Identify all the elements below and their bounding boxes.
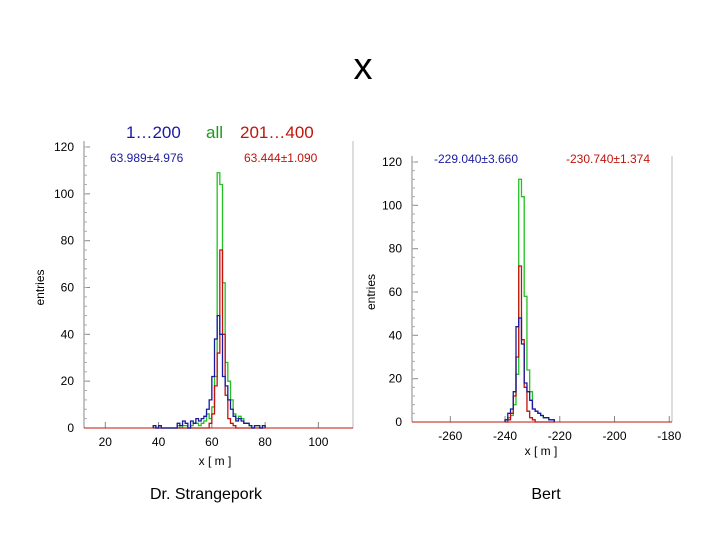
legend-label-all: all	[206, 123, 224, 142]
x-tick-label: 60	[205, 435, 219, 449]
y-tick-label: 120	[54, 140, 74, 154]
y-tick-label: 0	[67, 421, 74, 435]
histogram-series	[152, 314, 266, 429]
y-tick-label: 120	[382, 155, 402, 169]
x-axis-label: x [ m ]	[199, 454, 232, 468]
histogram-series	[504, 178, 555, 422]
y-tick-label: 80	[389, 242, 403, 256]
caption-right: Bert	[531, 486, 561, 503]
y-tick-label: 20	[61, 374, 75, 388]
x-tick-label: 20	[99, 435, 113, 449]
x-tick-label: 80	[258, 435, 272, 449]
legend-label-201-400: 201…400	[240, 123, 314, 142]
stat-annotation: 63.444±1.090	[244, 151, 318, 165]
caption-left: Dr. Strangepork	[149, 486, 263, 503]
stat-annotation: 63.989±4.976	[110, 151, 184, 165]
y-axis-label: entries	[364, 274, 378, 310]
x-tick-label: -200	[603, 429, 627, 443]
legend-label-1-200: 1…200	[126, 123, 181, 142]
x-tick-label: -220	[548, 429, 572, 443]
stat-annotation: -230.740±1.374	[566, 152, 650, 166]
slide-title: x	[353, 46, 373, 88]
y-tick-label: 60	[61, 281, 75, 295]
stat-annotation: -229.040±3.660	[434, 152, 518, 166]
x-tick-label: 100	[308, 435, 328, 449]
y-tick-label: 60	[389, 285, 403, 299]
y-tick-label: 40	[61, 327, 75, 341]
y-tick-label: 80	[61, 234, 75, 248]
histogram-series	[504, 317, 555, 422]
histogram-series	[505, 265, 555, 423]
y-tick-label: 20	[389, 372, 403, 386]
x-axis-label: x [ m ]	[525, 444, 558, 458]
x-tick-label: 40	[152, 435, 166, 449]
y-tick-label: 100	[382, 198, 402, 212]
y-tick-label: 0	[395, 415, 402, 429]
y-axis-label: entries	[33, 269, 47, 305]
y-tick-label: 100	[54, 187, 74, 201]
y-tick-label: 40	[389, 328, 403, 342]
x-tick-label: -240	[493, 429, 517, 443]
x-tick-label: -180	[657, 429, 681, 443]
x-tick-label: -260	[438, 429, 462, 443]
